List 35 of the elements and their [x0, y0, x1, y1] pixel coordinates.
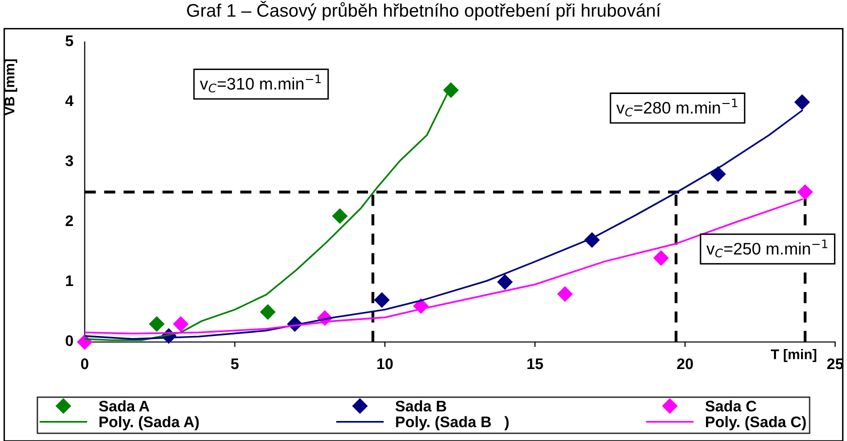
x-tick-label: 0: [81, 358, 88, 370]
x-tick-label: 10: [377, 358, 393, 370]
point: [797, 184, 813, 200]
y-tick-label: 3: [65, 155, 74, 166]
x-tick-label: 15: [527, 358, 544, 370]
point: [76, 334, 93, 350]
point: [443, 82, 459, 98]
y-tick-label: 0: [66, 335, 73, 346]
point: [653, 250, 669, 266]
y-tick-label: 4: [65, 96, 74, 106]
x-axis-title: T [min]: [770, 349, 816, 362]
point: [148, 316, 165, 332]
legend-label: Sada A: [98, 400, 150, 412]
y-tick-label: 1: [66, 275, 74, 286]
x-tick-label: 5: [231, 358, 239, 370]
legend-label: Sada B: [396, 400, 446, 412]
point: [332, 208, 348, 224]
point: [794, 94, 810, 110]
chart-title: Graf 1 – Časový průběh hřbetního opotřebení při hrubování: [187, 0, 661, 20]
annotation: v$_{C}$=250 m.min$^{−1}$: [706, 240, 828, 258]
point: [497, 274, 513, 290]
point: [260, 304, 276, 320]
legend-label: Poly. (Sada C): [706, 416, 806, 430]
y-axis-title: VB [mm]: [4, 59, 18, 116]
legend-label: Poly. (Sada A): [100, 416, 199, 430]
annotation: v$_{C}$=280 m.min$^{−1}$: [616, 98, 738, 116]
point: [172, 316, 189, 332]
point: [374, 292, 390, 308]
y-tick-label: 2: [66, 215, 73, 226]
y-tick-label: 5: [66, 36, 74, 46]
annotation: v$_{C}$=310 m.min$^{−1}$: [200, 74, 321, 92]
legend-label: Poly. (Sada B ): [396, 416, 509, 430]
point: [557, 286, 573, 302]
legend-label: Sada C: [705, 400, 756, 412]
x-tick-label: 20: [677, 358, 693, 370]
